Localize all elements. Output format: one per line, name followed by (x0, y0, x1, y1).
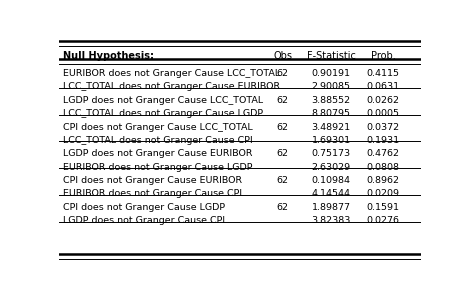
Text: 0.0808: 0.0808 (366, 163, 400, 171)
Text: 0.4115: 0.4115 (366, 69, 400, 78)
Text: 0.0005: 0.0005 (366, 109, 400, 118)
Text: 3.48921: 3.48921 (312, 123, 351, 132)
Text: 0.0631: 0.0631 (366, 82, 400, 91)
Text: 1.89877: 1.89877 (312, 203, 351, 212)
Text: 0.75173: 0.75173 (312, 149, 351, 158)
Text: Prob.: Prob. (371, 51, 395, 61)
Text: Obs: Obs (273, 51, 292, 61)
Text: LGDP does not Granger Cause EURIBOR: LGDP does not Granger Cause EURIBOR (63, 149, 252, 158)
Text: 2.90085: 2.90085 (312, 82, 351, 91)
Text: LGDP does not Granger Cause LCC_TOTAL: LGDP does not Granger Cause LCC_TOTAL (63, 96, 263, 105)
Text: 0.0372: 0.0372 (366, 123, 400, 132)
Text: 3.82383: 3.82383 (312, 216, 351, 225)
Text: 0.8962: 0.8962 (366, 176, 400, 185)
Text: 4.14544: 4.14544 (312, 189, 351, 198)
Text: LCC_TOTAL does not Granger Cause EURIBOR: LCC_TOTAL does not Granger Cause EURIBOR (63, 82, 280, 91)
Text: LCC_TOTAL does not Granger Cause CPI: LCC_TOTAL does not Granger Cause CPI (63, 136, 253, 145)
Text: 62: 62 (277, 203, 289, 212)
Text: 62: 62 (277, 176, 289, 185)
Text: 0.4762: 0.4762 (366, 149, 400, 158)
Text: 0.1931: 0.1931 (366, 136, 400, 145)
Text: 62: 62 (277, 96, 289, 105)
Text: LCC_TOTAL does not Granger Cause LGDP: LCC_TOTAL does not Granger Cause LGDP (63, 109, 263, 118)
Text: 2.63029: 2.63029 (312, 163, 351, 171)
Text: 62: 62 (277, 123, 289, 132)
Text: 0.0209: 0.0209 (366, 189, 400, 198)
Text: CPI does not Granger Cause LGDP: CPI does not Granger Cause LGDP (63, 203, 225, 212)
Text: LGDP does not Granger Cause CPI: LGDP does not Granger Cause CPI (63, 216, 225, 225)
Text: 0.10984: 0.10984 (312, 176, 351, 185)
Text: 0.0262: 0.0262 (366, 96, 400, 105)
Text: CPI does not Granger Cause EURIBOR: CPI does not Granger Cause EURIBOR (63, 176, 242, 185)
Text: F-Statistic: F-Statistic (307, 51, 356, 61)
Text: 1.69301: 1.69301 (312, 136, 351, 145)
Text: Null Hypothesis:: Null Hypothesis: (63, 51, 154, 61)
Text: 0.90191: 0.90191 (312, 69, 351, 78)
Text: CPI does not Granger Cause LCC_TOTAL: CPI does not Granger Cause LCC_TOTAL (63, 123, 253, 132)
Text: 62: 62 (277, 69, 289, 78)
Text: 62: 62 (277, 149, 289, 158)
Text: EURIBOR does not Granger Cause CPI: EURIBOR does not Granger Cause CPI (63, 189, 242, 198)
Text: 8.80795: 8.80795 (312, 109, 351, 118)
Text: EURIBOR does not Granger Cause LCC_TOTAL: EURIBOR does not Granger Cause LCC_TOTAL (63, 69, 280, 78)
Text: EURIBOR does not Granger Cause LGDP: EURIBOR does not Granger Cause LGDP (63, 163, 252, 171)
Text: 0.1591: 0.1591 (366, 203, 400, 212)
Text: 3.88552: 3.88552 (312, 96, 351, 105)
Text: 0.0276: 0.0276 (366, 216, 400, 225)
